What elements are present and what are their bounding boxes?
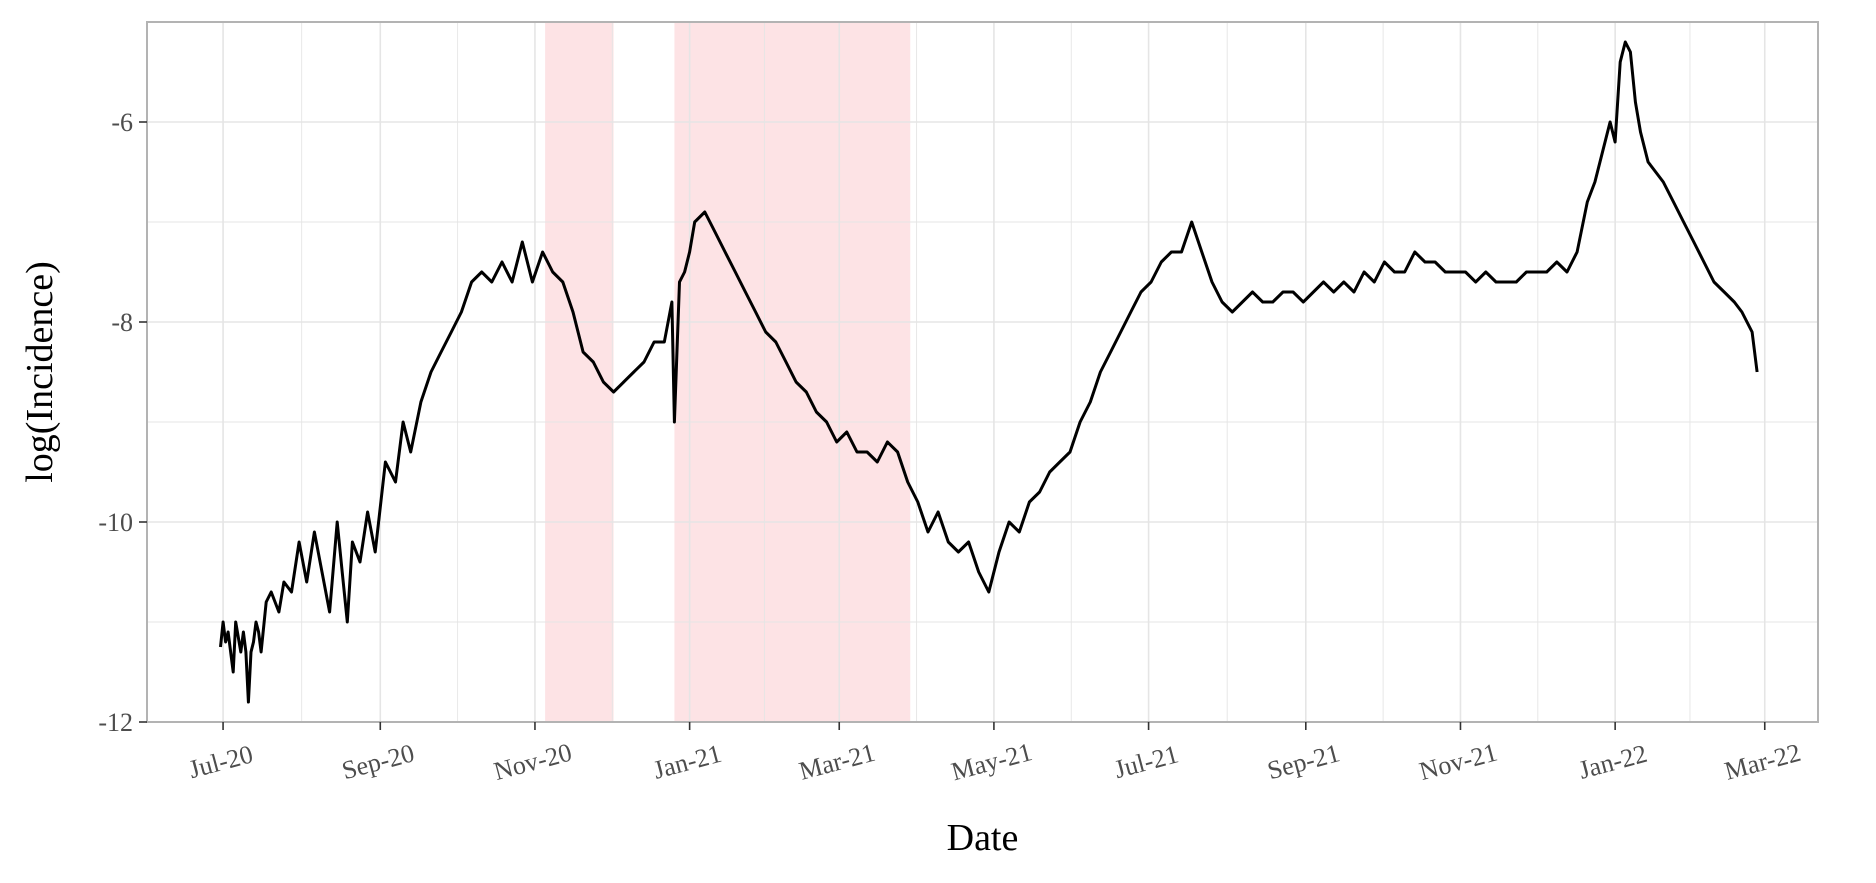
x-tick-label: Jul-21 [1111,739,1181,784]
x-tick-label: Jul-20 [186,739,256,784]
y-tick-label: -10 [98,508,133,537]
x-tick-label: Mar-22 [1721,738,1803,786]
x-tick-label: May-21 [948,737,1035,786]
panel-border [146,21,1819,723]
y-tick-label: -6 [111,108,133,137]
data-series [219,40,1759,704]
x-tick-label: Sep-21 [1264,738,1343,785]
x-axis-title: Date [947,817,1019,859]
gridlines [147,21,1818,723]
x-tick-label: Jan-22 [1576,739,1650,785]
x-tick-label: Jan-21 [650,739,724,785]
y-tick-label: -12 [98,708,133,737]
shaded-period-1 [545,22,614,722]
x-tick-label: Mar-21 [796,738,878,786]
y-tick-label: -8 [111,308,133,337]
x-tick-label: Sep-20 [339,738,418,785]
y-axis-title: log(Incidence) [19,261,61,483]
x-tick-label: Nov-20 [491,738,575,787]
incidence-line [219,40,1759,704]
x-tick-label: Nov-21 [1416,738,1500,787]
axis-ticks: -12 -10 -8 -6 Jul-20 Sep-20 Nov-20 Jan-21 Mar-21… [98,108,1803,786]
